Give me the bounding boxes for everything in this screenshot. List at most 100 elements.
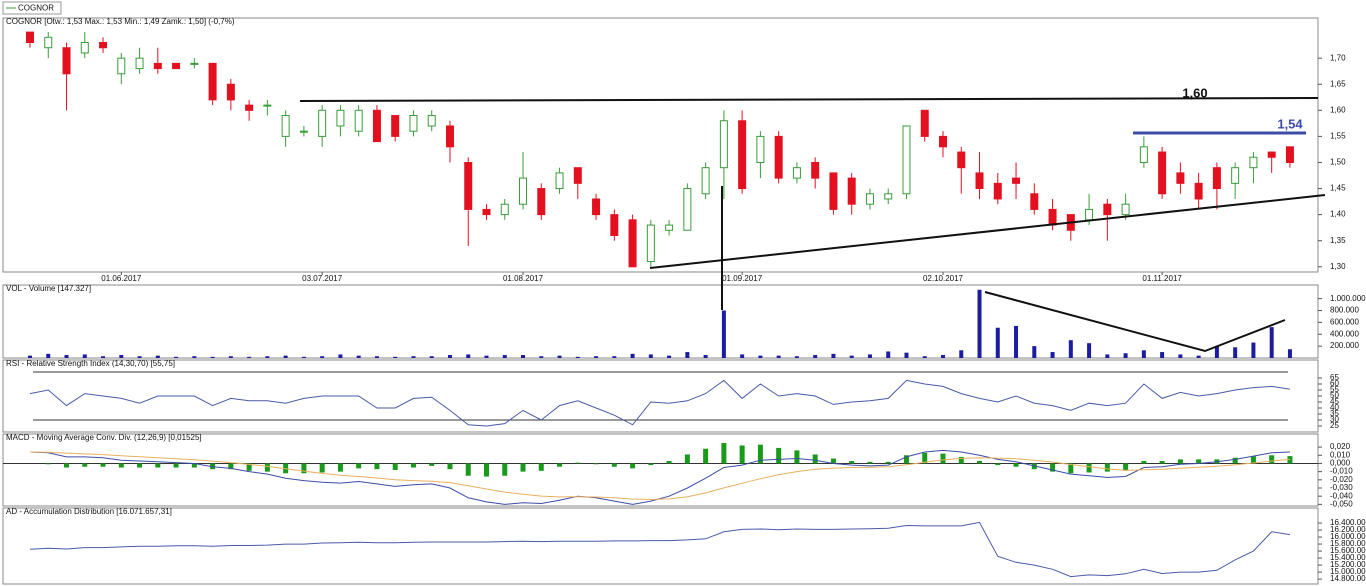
histogram-bar bbox=[849, 461, 855, 464]
line bbox=[29, 379, 1290, 427]
volume-bar bbox=[174, 356, 179, 358]
volume-bar bbox=[265, 356, 270, 358]
histogram-bar bbox=[64, 463, 70, 468]
legend-text: COGNOR bbox=[18, 4, 54, 13]
volume-bar bbox=[941, 355, 945, 358]
candle-body bbox=[738, 120, 747, 190]
candle-body bbox=[902, 125, 911, 195]
histogram-bar bbox=[520, 463, 526, 472]
panel-title: COGNOR [Otw.: 1,53 Max.: 1,53 Min.: 1,49… bbox=[6, 17, 235, 26]
histogram-bar bbox=[995, 463, 1001, 466]
candle-body bbox=[1212, 167, 1221, 190]
histogram-bar bbox=[794, 450, 800, 464]
y-tick-label: 200.000 bbox=[1330, 341, 1359, 350]
candle-body bbox=[208, 62, 217, 101]
candle-body bbox=[1176, 172, 1185, 184]
volume-bar bbox=[959, 350, 964, 358]
candle-body bbox=[975, 172, 984, 190]
candle-body bbox=[537, 188, 546, 216]
y-tick-label: 1,30 bbox=[1330, 262, 1346, 271]
volume-bar bbox=[740, 354, 745, 358]
candle-body bbox=[44, 36, 53, 49]
volume-bar bbox=[411, 356, 416, 358]
y-tick-label: 1,70 bbox=[1330, 53, 1346, 62]
y-tick-label: 1,45 bbox=[1330, 184, 1346, 193]
volume-bar bbox=[1050, 352, 1055, 358]
candle-body bbox=[646, 224, 655, 263]
candle-body bbox=[1012, 177, 1021, 184]
histogram-bar bbox=[45, 463, 51, 465]
candle-body bbox=[519, 177, 528, 205]
candle-body bbox=[1194, 182, 1203, 200]
resistance-line bbox=[299, 97, 1319, 102]
volume-bar bbox=[1287, 349, 1292, 358]
histogram-bar bbox=[977, 461, 983, 464]
volume-bar bbox=[210, 356, 215, 358]
histogram-bar bbox=[1104, 463, 1110, 472]
x-tick-label: 03.07.2017 bbox=[302, 274, 343, 283]
support-line bbox=[649, 194, 1326, 269]
candle-body bbox=[226, 83, 235, 101]
candle-body bbox=[1030, 193, 1039, 210]
y-tick-label: 40 bbox=[1330, 403, 1339, 412]
histogram-bar bbox=[812, 454, 818, 464]
candle-body bbox=[135, 57, 144, 70]
histogram-bar bbox=[410, 463, 416, 468]
annotation: 1,54 bbox=[1277, 116, 1303, 131]
volume-bar bbox=[1014, 325, 1019, 358]
volume-bar bbox=[1068, 340, 1073, 358]
histogram-bar bbox=[538, 463, 544, 471]
volume-bar bbox=[1123, 353, 1128, 358]
x-tick-label: 02.10.2017 bbox=[923, 274, 964, 283]
histogram-bar bbox=[191, 463, 197, 468]
histogram-bar bbox=[484, 463, 489, 477]
histogram-bar bbox=[374, 463, 380, 470]
candle-body bbox=[391, 115, 400, 137]
volume-bar bbox=[393, 356, 398, 358]
y-tick-label: 25 bbox=[1330, 421, 1339, 430]
volume-bar bbox=[849, 355, 854, 358]
histogram-bar bbox=[575, 462, 581, 464]
histogram-bar bbox=[867, 461, 873, 464]
y-tick-label: 60 bbox=[1330, 379, 1339, 388]
candle-body bbox=[99, 42, 108, 49]
histogram-bar bbox=[684, 454, 690, 464]
volume-bar bbox=[502, 355, 507, 358]
x-tick-label: 01.06.2017 bbox=[101, 274, 142, 283]
candle-body bbox=[26, 31, 34, 44]
candle-body bbox=[1048, 208, 1057, 226]
panel-frames bbox=[2, 17, 1319, 585]
candle-body bbox=[281, 115, 290, 137]
candle-body bbox=[628, 219, 637, 268]
y-tick-label: -0,050 bbox=[1330, 499, 1353, 508]
volume-bar bbox=[64, 355, 69, 358]
y-tick-label: 30 bbox=[1330, 415, 1339, 424]
y-tick-label: 50 bbox=[1330, 391, 1339, 400]
histogram-bar bbox=[1232, 457, 1238, 464]
volume-bar bbox=[612, 356, 617, 358]
histogram-bar bbox=[447, 463, 453, 470]
histogram-bar bbox=[1141, 461, 1147, 464]
y-tick-label: 14.800.000 bbox=[1330, 574, 1366, 583]
y-tick-label: 1,55 bbox=[1330, 132, 1346, 141]
panel-title: RSI - Relative Strength Index (14,30,70)… bbox=[6, 359, 175, 368]
candle-body bbox=[245, 104, 254, 111]
y-tick-label: 1,35 bbox=[1330, 236, 1346, 245]
panel-frame bbox=[2, 17, 1319, 273]
candle-body bbox=[829, 172, 838, 210]
histogram-bar bbox=[337, 463, 343, 472]
panel-frame bbox=[2, 359, 1319, 433]
histogram-bar bbox=[1287, 456, 1293, 464]
y-tick-label: 55 bbox=[1330, 385, 1339, 394]
candle-body bbox=[263, 104, 272, 107]
histogram-bar bbox=[137, 463, 143, 468]
volume-bar bbox=[356, 355, 361, 358]
histogram-bar bbox=[356, 463, 362, 469]
volume-bar bbox=[320, 356, 325, 358]
candle-body bbox=[665, 224, 674, 231]
x-tick-label: 01.11.2017 bbox=[1142, 274, 1182, 283]
y-tick-label: -0,040 bbox=[1330, 491, 1353, 500]
histogram-bar bbox=[429, 463, 435, 466]
candle-body bbox=[336, 109, 345, 127]
y-tick-label: 15.400.000 bbox=[1330, 553, 1366, 562]
